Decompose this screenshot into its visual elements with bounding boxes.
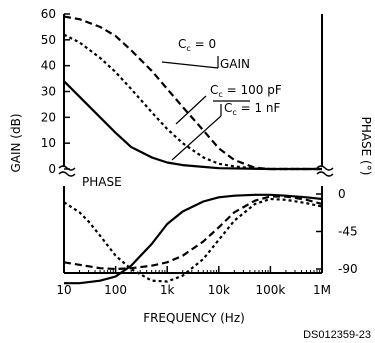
leader-cc-0	[161, 61, 219, 69]
phase-curve-cc0	[63, 195, 323, 271]
phase-curve-cc100p	[63, 197, 323, 283]
x-tick-label: 100	[104, 283, 127, 297]
curves	[63, 15, 323, 285]
leader-cc-100pf	[175, 95, 207, 125]
annotations: Cc = 0 Cc = 100 pF Cc = 1 nF GAIN PHASE	[82, 37, 282, 189]
phase-tick-label: 0	[338, 187, 346, 201]
gain-tick-label: 60	[41, 7, 56, 21]
gain-tick-label: 50	[41, 33, 56, 47]
axis-break-right	[316, 165, 334, 177]
y-axis-phase-title: PHASE (°)	[359, 117, 373, 176]
x-tick-label: 100k	[255, 283, 285, 297]
gain-tick-label: 30	[41, 85, 56, 99]
label-cc-100pf: Cc = 100 pF	[210, 83, 282, 99]
ticks: 0 10 20 30 40 50 60 0 -45 -90 10 100 1k 10k 100k 1M	[41, 7, 358, 297]
gain-tick-label: 10	[41, 136, 56, 150]
gain-tick-label: 0	[48, 162, 56, 176]
gain-curve-cc100p	[63, 33, 322, 171]
x-axis-title: FREQUENCY (Hz)	[143, 311, 245, 325]
axis-break-left	[58, 165, 76, 177]
gain-tick-label: 40	[41, 59, 56, 73]
gain-section-label: GAIN	[220, 57, 250, 71]
x-tick-label: 10	[56, 283, 71, 297]
x-tick-label: 1k	[160, 283, 175, 297]
y-axis-gain-title: GAIN (dB)	[9, 113, 23, 172]
phase-tick-label: -90	[338, 262, 358, 276]
gain-curve-cc1n	[63, 80, 322, 171]
phase-tick-label: -45	[338, 225, 358, 239]
leader-cc-1nf	[171, 115, 222, 161]
x-tick-label: 10k	[208, 283, 230, 297]
phase-curve-cc1n	[64, 193, 323, 285]
x-tick-label: 1M	[313, 283, 331, 297]
label-cc-1nf: Cc = 1 nF	[224, 101, 281, 117]
document-id: DS012359-23	[303, 329, 371, 341]
phase-section-label: PHASE	[82, 175, 122, 189]
label-cc-0: Cc = 0	[178, 37, 216, 53]
gain-tick-label: 20	[41, 110, 56, 124]
plot-frame	[58, 14, 334, 274]
